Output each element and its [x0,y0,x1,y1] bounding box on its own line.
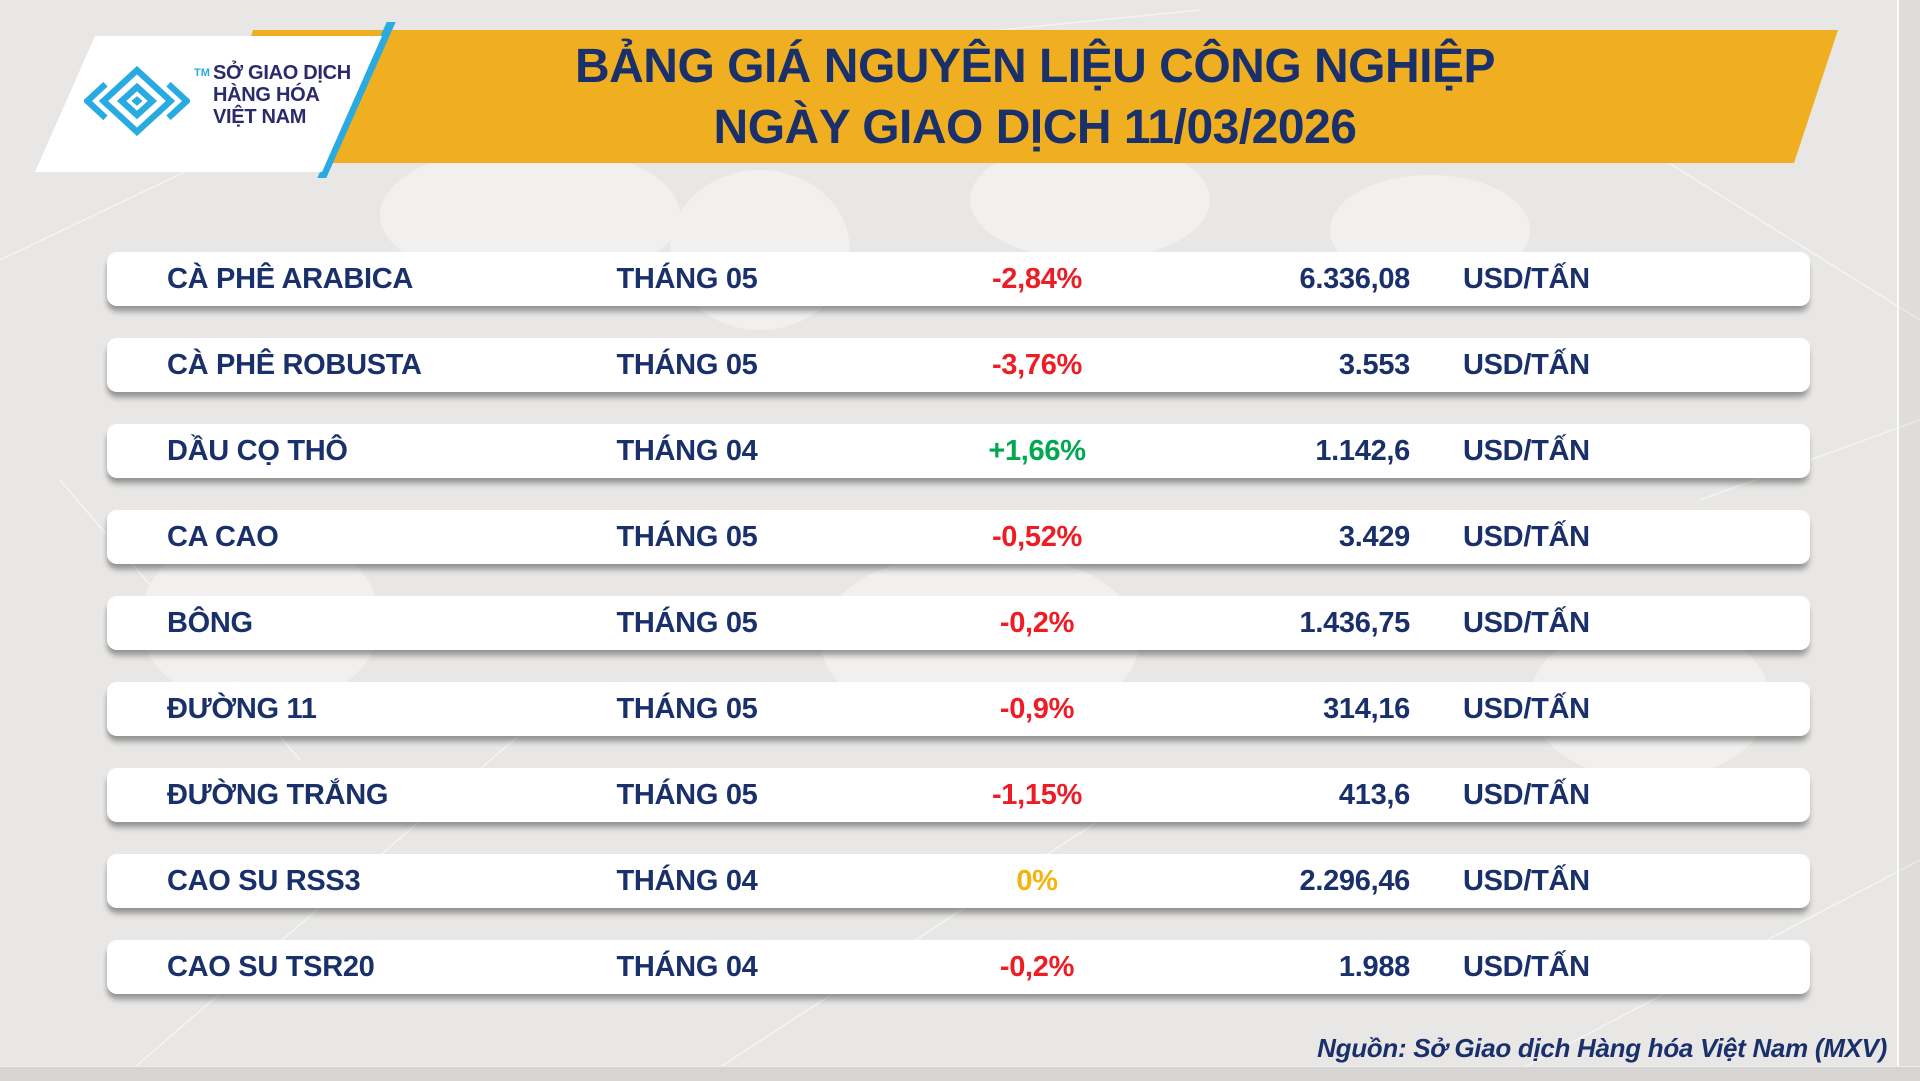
price-unit: USD/TẤN [1463,262,1590,295]
page-title: BẢNG GIÁ NGUYÊN LIỆU CÔNG NGHIỆP NGÀY GI… [220,30,1838,163]
logo-text-line3: VIỆT NAM [213,106,307,128]
change-percent: -3,76% [991,348,1083,381]
table-row: DẦU CỌ THÔ THÁNG 04 +1,66% 1.142,6 USD/T… [107,424,1810,478]
change-percent: -0,52% [991,520,1083,553]
price-unit: USD/TẤN [1463,778,1590,811]
commodity-name: CAO SU TSR20 [167,950,375,983]
price-value: 314,16 [1323,692,1410,725]
price-unit: USD/TẤN [1463,348,1590,381]
price-value: 1.142,6 [1315,434,1410,467]
table-row: CA CAO THÁNG 05 -0,52% 3.429 USD/TẤN [107,510,1810,564]
contract-month: THÁNG 04 [616,950,758,983]
contract-month: THÁNG 04 [616,864,758,897]
table-row: BÔNG THÁNG 05 -0,2% 1.436,75 USD/TẤN [107,596,1810,650]
table-row: ĐƯỜNG 11 THÁNG 05 -0,9% 314,16 USD/TẤN [107,682,1810,736]
table-row: CÀ PHÊ ROBUSTA THÁNG 05 -3,76% 3.553 USD… [107,338,1810,392]
commodity-name: CÀ PHÊ ROBUSTA [167,348,422,381]
price-value: 1.988 [1338,950,1410,983]
commodity-name: CÀ PHÊ ARABICA [167,262,414,295]
logo-text-line1: SỞ GIAO DỊCH [213,62,351,84]
source-credit: Nguồn: Sở Giao dịch Hàng hóa Việt Nam (M… [1317,1033,1887,1063]
mxv-logo-text: SỞ GIAO DỊCH HÀNG HÓA VIỆT NAM [213,62,351,128]
page-title-line1: BẢNG GIÁ NGUYÊN LIỆU CÔNG NGHIỆP [574,39,1496,93]
mxv-logo-icon [84,66,190,136]
contract-month: THÁNG 05 [616,520,758,553]
price-value: 2.296,46 [1299,864,1411,897]
table-row: ĐƯỜNG TRẮNG THÁNG 05 -1,15% 413,6 USD/TẤ… [107,768,1810,822]
table-row: CAO SU RSS3 THÁNG 04 0% 2.296,46 USD/TẤN [107,854,1810,908]
price-unit: USD/TẤN [1463,520,1590,553]
logo-text-line2: HÀNG HÓA [213,84,320,106]
contract-month: THÁNG 05 [616,692,758,725]
right-edge-band [1897,0,1920,1080]
change-percent: +1,66% [988,434,1086,467]
contract-month: THÁNG 04 [616,434,758,467]
price-unit: USD/TẤN [1463,864,1590,897]
price-unit: USD/TẤN [1463,692,1590,725]
commodity-name: CA CAO [167,520,279,553]
price-unit: USD/TẤN [1463,606,1590,639]
price-value: 1.436,75 [1299,606,1411,639]
trademark-symbol: TM [194,67,210,79]
change-percent: 0% [1016,864,1058,897]
price-table-body: CÀ PHÊ ARABICA THÁNG 05 -2,84% 6.336,08 … [107,252,1810,1026]
change-percent: -0,9% [999,692,1075,725]
price-unit: USD/TẤN [1463,434,1590,467]
price-value: 3.429 [1338,520,1410,553]
price-value: 3.553 [1338,348,1410,381]
change-percent: -1,15% [991,778,1083,811]
commodity-name: ĐƯỜNG TRẮNG [167,778,389,811]
price-value: 413,6 [1338,778,1410,811]
commodity-name: BÔNG [167,606,253,639]
table-row: CAO SU TSR20 THÁNG 04 -0,2% 1.988 USD/TẤ… [107,940,1810,994]
contract-month: THÁNG 05 [616,262,758,295]
commodity-name: CAO SU RSS3 [167,864,361,897]
price-value: 6.336,08 [1299,262,1411,295]
contract-month: THÁNG 05 [616,348,758,381]
change-percent: -2,84% [991,262,1083,295]
change-percent: -0,2% [999,950,1075,983]
price-unit: USD/TẤN [1463,950,1590,983]
page-title-line2: NGÀY GIAO DỊCH 11/03/2026 [713,100,1357,154]
change-percent: -0,2% [999,606,1075,639]
contract-month: THÁNG 05 [616,778,758,811]
commodity-name: DẦU CỌ THÔ [167,434,348,467]
contract-month: THÁNG 05 [616,606,758,639]
bottom-edge-band [0,1066,1920,1081]
commodity-name: ĐƯỜNG 11 [167,692,317,725]
table-row: CÀ PHÊ ARABICA THÁNG 05 -2,84% 6.336,08 … [107,252,1810,306]
